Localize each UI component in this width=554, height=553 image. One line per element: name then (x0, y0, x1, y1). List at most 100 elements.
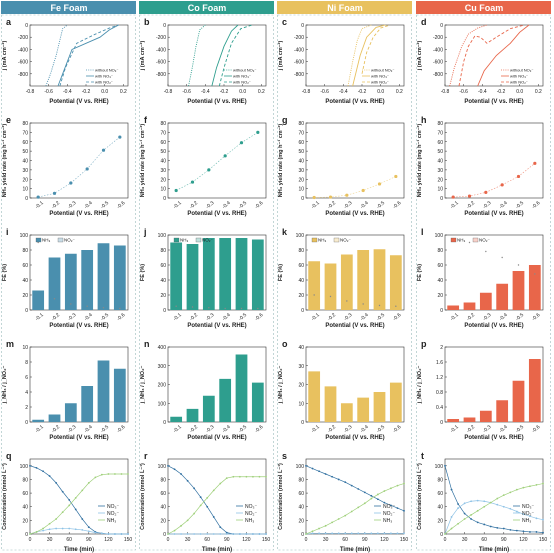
series-point (61, 511, 64, 514)
x-tick-label: 60 (481, 537, 487, 543)
y-axis-label: NH₃ yield rate (mg h⁻¹ cm⁻²) (277, 124, 284, 198)
y-axis-label: NH₃ yield rate (mg h⁻¹ cm⁻²) (416, 124, 423, 198)
y-tick-label: 60 (298, 491, 304, 497)
series-point (463, 502, 466, 505)
series-point (127, 473, 129, 475)
y-tick-label: 0.8 (436, 390, 443, 396)
y-tick-label: 40 (298, 505, 304, 511)
series-point (318, 527, 320, 530)
series-NH3 (444, 483, 544, 535)
series-point (238, 533, 241, 535)
y-axis-label: Concentration (mmol L⁻¹) (277, 463, 284, 530)
legend-label: NO₂⁻ (245, 511, 257, 517)
series-point (87, 530, 90, 533)
bar (308, 261, 321, 310)
legend-label: with NO₂⁻ (371, 80, 389, 85)
y-tick-label: 10 (298, 401, 304, 407)
panel-k: k FE (%) Potential (V vs. RHE) 0 20 40 60 80 100… (278, 227, 405, 329)
column-header-title: Co Foam (188, 3, 227, 13)
series-point (496, 497, 499, 500)
y-tick-label: 80 (22, 248, 28, 254)
legend-label: with NO₂⁻ (95, 80, 113, 85)
bar (97, 360, 110, 422)
y-tick-label: 100 (296, 233, 305, 239)
y-axis-label: j_NH₃ / j_NO₂⁻ (417, 365, 423, 404)
series-point (225, 531, 228, 534)
series-point (35, 531, 38, 533)
y-tick-label: 30 (160, 168, 166, 174)
bar (528, 265, 541, 310)
x-tick-label: -0.5 (376, 312, 387, 322)
bar (219, 238, 232, 310)
y-tick-label: 30 (437, 168, 443, 174)
y-tick-label: 10 (160, 187, 166, 193)
no2-marker (362, 303, 364, 305)
panel-p: p j_NH₃ / j_NO₂⁻ Potential (V vs. RHE) 0 0.4… (417, 339, 544, 441)
x-tick-label: 120 (380, 537, 389, 543)
x-tick-label: -0.1 (34, 312, 45, 322)
series-point (180, 524, 182, 527)
x-tick-label: -0.6 (531, 424, 542, 434)
series-point (502, 494, 505, 497)
y-tick-label: 80 (22, 121, 28, 127)
panel-letter: c (282, 17, 287, 27)
axes-frame (29, 234, 129, 311)
x-tick-label: 60 (204, 537, 210, 543)
y-tick-label: 1.6 (436, 360, 443, 366)
series-point (376, 532, 379, 535)
y-tick-label: 30 (298, 364, 304, 370)
series-point (199, 496, 202, 499)
series-point (390, 487, 392, 490)
bar (186, 408, 199, 422)
y-tick-label: 80 (160, 121, 166, 127)
x-tick-label: 90 (362, 537, 368, 543)
series-NO2 (444, 500, 544, 535)
x-tick-label: 150 (400, 537, 409, 543)
y-tick-label: 80 (437, 121, 443, 127)
series-point (180, 473, 182, 475)
x-axis-label: Potential (V vs. RHE) (49, 435, 108, 441)
y-tick-label: 200 (158, 383, 167, 389)
y-axis-label: j (mA cm⁻²) (277, 41, 284, 72)
axes-frame (444, 346, 544, 423)
legend-label: NH₃ (107, 518, 116, 524)
series-point (245, 475, 248, 478)
no2-marker (485, 250, 487, 253)
series-point (48, 522, 51, 525)
column-border (139, 14, 274, 551)
y-tick-label: 2 (440, 345, 443, 351)
x-tick-label: -0.4 (498, 200, 509, 210)
axes-frame (305, 24, 405, 87)
bar (202, 238, 215, 310)
no2-marker (191, 306, 194, 308)
x-tick-label: -0.1 (310, 200, 321, 210)
no2-marker (119, 307, 121, 310)
x-tick-label: 150 (262, 537, 271, 543)
series-point (337, 478, 340, 481)
series-point (509, 491, 512, 494)
bar (32, 419, 45, 422)
series-point (68, 499, 71, 501)
legend-label: NO₂⁻ (202, 238, 213, 243)
series-NH3 (29, 473, 128, 535)
x-tick-label: -0.4 (83, 200, 94, 210)
legend-label: with NO₃⁻ (371, 74, 389, 79)
x-tick-label: -0.5 (515, 312, 526, 322)
y-axis-label: j (mA cm⁻²) (416, 41, 423, 72)
x-tick-label: -0.2 (327, 424, 338, 434)
series-point (331, 475, 334, 478)
no2-marker (224, 307, 226, 310)
series-point (444, 533, 446, 535)
series-point (219, 533, 222, 535)
x-tick-label: -0.2 (220, 89, 229, 95)
bar (308, 371, 321, 422)
series-point (522, 513, 525, 516)
bar (340, 403, 353, 422)
series-point (457, 503, 459, 505)
series-point (515, 510, 518, 513)
data-point (377, 182, 382, 186)
y-axis-label: NH₃ yield rate (mg h⁻¹ cm⁻²) (1, 124, 8, 198)
series-point (450, 488, 453, 491)
series-point (68, 527, 71, 530)
